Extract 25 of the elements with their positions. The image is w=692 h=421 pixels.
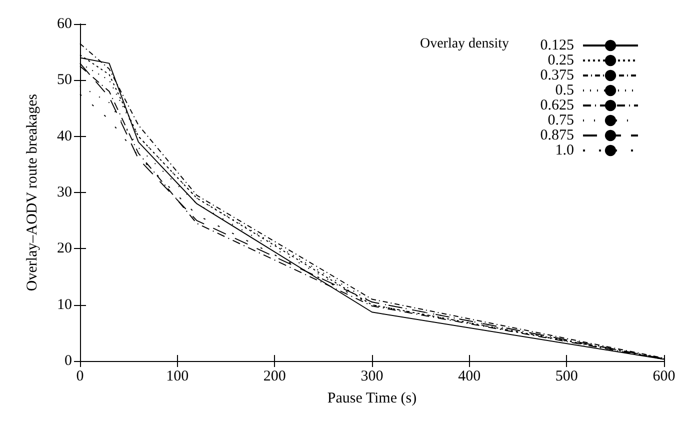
y-tick-label: 60: [57, 16, 72, 32]
x-tick-label: 0: [76, 368, 84, 384]
legend-title: Overlay density: [420, 36, 509, 52]
x-axis-title: Pause Time (s): [327, 390, 417, 406]
y-tick-label: 50: [57, 72, 72, 88]
y-tick-label: 10: [57, 296, 72, 313]
y-tick-label: 0: [64, 353, 72, 369]
x-tick-label: 600: [652, 368, 676, 384]
legend-label: 0.375: [540, 68, 574, 84]
x-tick-label: 400: [458, 368, 481, 384]
x-tick-label: 200: [263, 368, 286, 384]
y-axis-title: Overlay–AODV route breakages: [24, 94, 40, 292]
x-tick-label: 100: [166, 368, 189, 384]
legend-label: 0.625: [540, 98, 574, 114]
legend-label: 0.125: [540, 38, 574, 54]
y-tick-label: 20: [57, 240, 72, 257]
x-tick-label: 500: [555, 368, 578, 384]
y-tick-label: 40: [57, 128, 72, 144]
x-tick-label: 300: [360, 368, 384, 384]
legend-label: 0.875: [540, 128, 574, 144]
legend-label: 0.75: [548, 112, 574, 128]
legend-label: 0.25: [548, 52, 574, 68]
y-tick-label: 30: [57, 184, 72, 200]
legend-label: 1.0: [555, 142, 574, 158]
legend-label: 0.5: [555, 82, 574, 98]
